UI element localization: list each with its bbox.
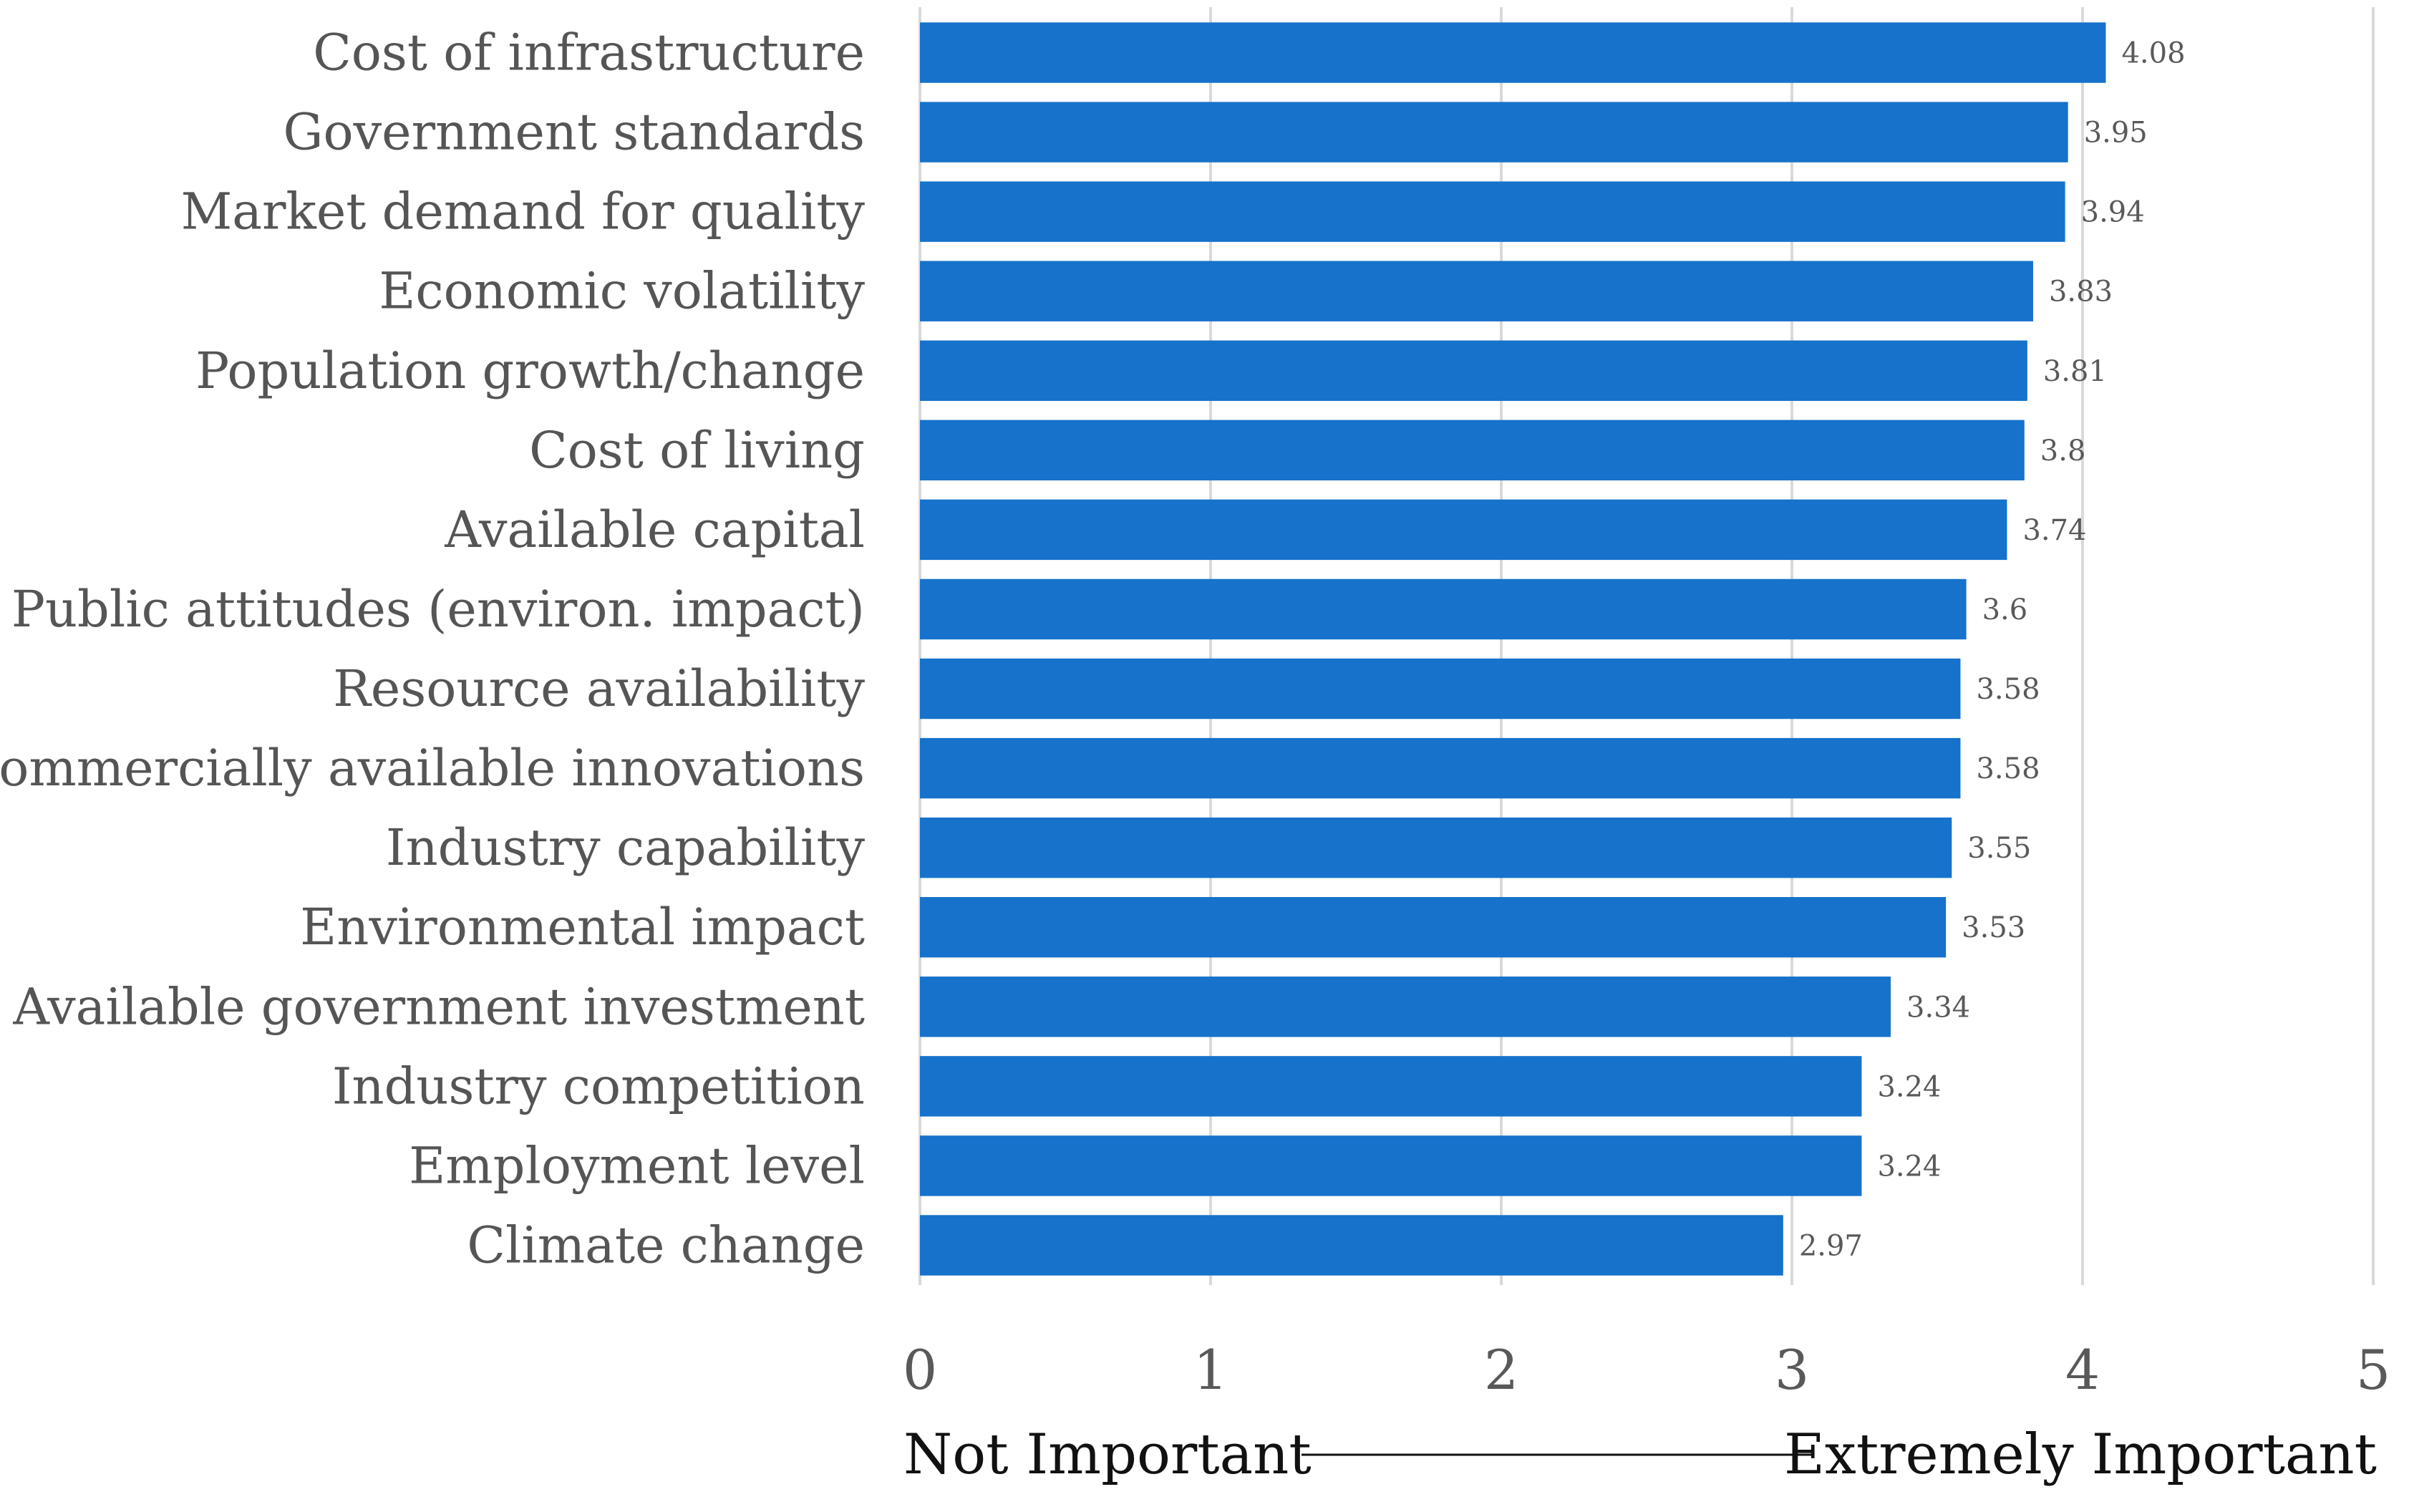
value-label: 3.53 (1962, 911, 2025, 944)
category-label: Market demand for quality (181, 183, 866, 241)
bar (920, 1135, 1862, 1196)
x-tick-label: 3 (1775, 1338, 1809, 1402)
value-label: 3.95 (2084, 117, 2148, 150)
category-label: Public attitudes (environ. impact) (11, 580, 865, 639)
value-label: 3.6 (1982, 593, 2028, 626)
value-label: 3.58 (1976, 752, 2040, 785)
value-label: 3.24 (1877, 1150, 1941, 1183)
category-label: Industry competition (332, 1057, 865, 1115)
x-tick-label: 2 (1484, 1338, 1518, 1402)
category-label: Industry capability (386, 818, 866, 877)
bar (920, 897, 1947, 958)
x-axis-scale: Not Important Extremely Important (903, 1423, 2377, 1487)
category-labels: Cost of infrastructure Government standar… (0, 24, 865, 1275)
category-label: Economic volatility (379, 262, 865, 321)
value-label: 3.8 (2040, 435, 2086, 467)
bar (920, 737, 1961, 799)
x-tick-label: 0 (903, 1338, 937, 1402)
value-label: 3.24 (1877, 1070, 1941, 1103)
category-label: Available capital (444, 500, 865, 559)
bar (920, 181, 2065, 242)
category-label: Environmental impact (300, 898, 865, 956)
category-label: Climate change (467, 1216, 865, 1274)
bar (920, 1215, 1783, 1276)
value-label: 3.55 (1967, 832, 2031, 865)
bar (920, 499, 2007, 561)
value-label: 3.81 (2043, 355, 2107, 388)
bar (920, 102, 2068, 163)
x-tick-label: 1 (1193, 1338, 1228, 1402)
bars (920, 22, 2106, 1276)
x-axis-label-right: Extremely Important (1784, 1423, 2377, 1487)
x-tick-label: 5 (2356, 1338, 2390, 1402)
value-label: 2.97 (1799, 1229, 1863, 1262)
category-label: Cost of infrastructure (313, 24, 865, 82)
category-label: Population growth/change (195, 341, 865, 400)
category-label: Resource availability (333, 659, 865, 718)
x-tick-label: 4 (2065, 1338, 2100, 1402)
value-labels: 4.08 3.95 3.94 3.83 3.81 3.8 3.74 3.6 3.58 3.58 3.… (1799, 37, 2186, 1263)
bar (920, 1056, 1862, 1117)
bar (920, 976, 1891, 1037)
category-label: Government standards (283, 103, 865, 162)
value-label: 4.08 (2121, 37, 2185, 70)
value-label: 3.94 (2081, 196, 2145, 229)
value-label: 3.83 (2049, 276, 2113, 309)
value-label: 3.58 (1976, 673, 2040, 706)
value-label: 3.34 (1906, 991, 1970, 1024)
bar (920, 658, 1961, 719)
bar (920, 578, 1967, 640)
category-label: Employment level (409, 1136, 865, 1195)
bar (920, 420, 2025, 481)
bar (920, 340, 2027, 401)
bar (920, 817, 1952, 878)
category-label: Cost of living (529, 421, 865, 480)
x-tick-labels: 0 1 2 3 4 5 (903, 1338, 2390, 1402)
x-axis-label-left: Not Important (903, 1423, 1312, 1487)
category-label: Commercially available innovations (0, 739, 865, 798)
category-label: Available government investment (12, 977, 865, 1036)
bar (920, 22, 2106, 83)
value-label: 3.74 (2022, 514, 2086, 547)
bar (920, 261, 2033, 321)
